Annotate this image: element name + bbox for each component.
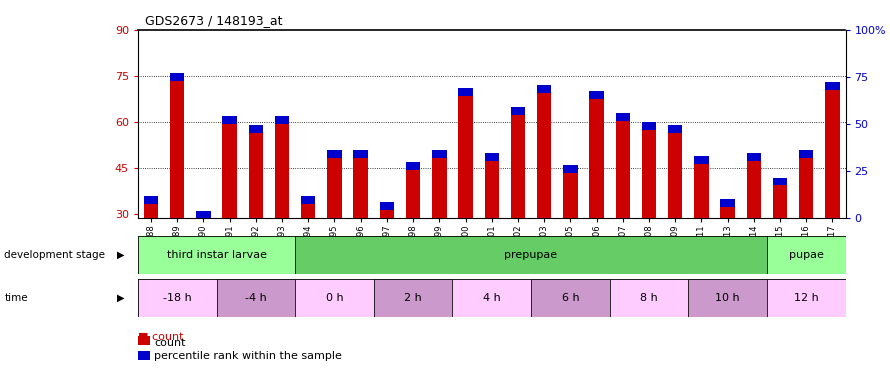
Bar bbox=[688, 279, 767, 317]
Text: count: count bbox=[154, 338, 185, 348]
Bar bbox=[328, 150, 342, 217]
Bar bbox=[537, 86, 551, 218]
Bar bbox=[248, 125, 263, 133]
Bar bbox=[406, 162, 420, 218]
Bar bbox=[353, 150, 368, 158]
Bar bbox=[216, 279, 295, 317]
Bar bbox=[668, 125, 683, 133]
Bar bbox=[616, 113, 630, 121]
Bar bbox=[144, 196, 158, 217]
Bar bbox=[328, 150, 342, 158]
Bar bbox=[531, 279, 610, 317]
Bar bbox=[642, 122, 656, 130]
Bar bbox=[458, 88, 473, 96]
Bar bbox=[563, 165, 578, 173]
Bar bbox=[222, 116, 237, 124]
Bar bbox=[295, 236, 767, 274]
Bar bbox=[222, 116, 237, 218]
Text: GDS2673 / 148193_at: GDS2673 / 148193_at bbox=[145, 15, 282, 27]
Bar bbox=[773, 177, 787, 185]
Bar bbox=[380, 202, 394, 217]
Bar bbox=[295, 279, 374, 317]
Bar bbox=[452, 279, 531, 317]
Text: 8 h: 8 h bbox=[640, 293, 658, 303]
Bar bbox=[799, 150, 813, 158]
Text: third instar larvae: third instar larvae bbox=[166, 250, 267, 260]
Bar bbox=[511, 107, 525, 114]
Bar bbox=[138, 279, 216, 317]
Text: ■ count: ■ count bbox=[138, 331, 183, 341]
Bar bbox=[458, 88, 473, 218]
Text: ▶: ▶ bbox=[117, 293, 125, 303]
Bar bbox=[353, 150, 368, 217]
Bar bbox=[248, 125, 263, 218]
Bar bbox=[589, 92, 603, 99]
Bar bbox=[694, 156, 708, 218]
Text: prepupae: prepupae bbox=[505, 250, 558, 260]
Bar bbox=[694, 156, 708, 164]
Bar bbox=[616, 113, 630, 218]
Bar bbox=[380, 202, 394, 210]
Text: ▶: ▶ bbox=[117, 250, 125, 260]
Bar bbox=[144, 196, 158, 204]
Bar bbox=[484, 153, 499, 160]
Bar bbox=[668, 125, 683, 218]
Bar bbox=[747, 153, 761, 218]
Bar bbox=[747, 153, 761, 160]
Bar bbox=[170, 73, 184, 217]
Text: percentile rank within the sample: percentile rank within the sample bbox=[154, 351, 342, 361]
Bar bbox=[589, 92, 603, 218]
Text: development stage: development stage bbox=[4, 250, 105, 260]
Text: 10 h: 10 h bbox=[716, 293, 740, 303]
Bar bbox=[275, 116, 289, 124]
Bar bbox=[825, 82, 839, 90]
Text: 2 h: 2 h bbox=[404, 293, 422, 303]
Text: 12 h: 12 h bbox=[794, 293, 819, 303]
Bar bbox=[484, 153, 499, 218]
Bar bbox=[433, 150, 447, 158]
Bar bbox=[825, 82, 839, 218]
Bar bbox=[537, 86, 551, 93]
Bar bbox=[642, 122, 656, 218]
Bar bbox=[610, 279, 688, 317]
Bar bbox=[511, 107, 525, 218]
Text: 4 h: 4 h bbox=[483, 293, 500, 303]
Bar bbox=[374, 279, 452, 317]
Bar bbox=[767, 279, 845, 317]
Bar bbox=[563, 165, 578, 218]
Bar bbox=[138, 236, 295, 274]
Bar bbox=[301, 196, 315, 204]
Bar bbox=[301, 196, 315, 217]
Bar bbox=[406, 162, 420, 170]
FancyBboxPatch shape bbox=[138, 236, 846, 274]
Bar bbox=[197, 211, 211, 219]
Text: -4 h: -4 h bbox=[245, 293, 267, 303]
Text: -18 h: -18 h bbox=[163, 293, 191, 303]
Bar bbox=[773, 177, 787, 218]
Text: pupae: pupae bbox=[789, 250, 823, 260]
Bar bbox=[767, 236, 845, 274]
Bar bbox=[170, 73, 184, 81]
Bar bbox=[433, 150, 447, 217]
Bar bbox=[275, 116, 289, 218]
Bar bbox=[197, 211, 211, 217]
FancyBboxPatch shape bbox=[138, 279, 846, 317]
Text: 6 h: 6 h bbox=[562, 293, 579, 303]
Text: 0 h: 0 h bbox=[326, 293, 344, 303]
Bar bbox=[799, 150, 813, 217]
Bar bbox=[720, 199, 735, 207]
Text: time: time bbox=[4, 293, 28, 303]
Bar bbox=[720, 199, 735, 217]
